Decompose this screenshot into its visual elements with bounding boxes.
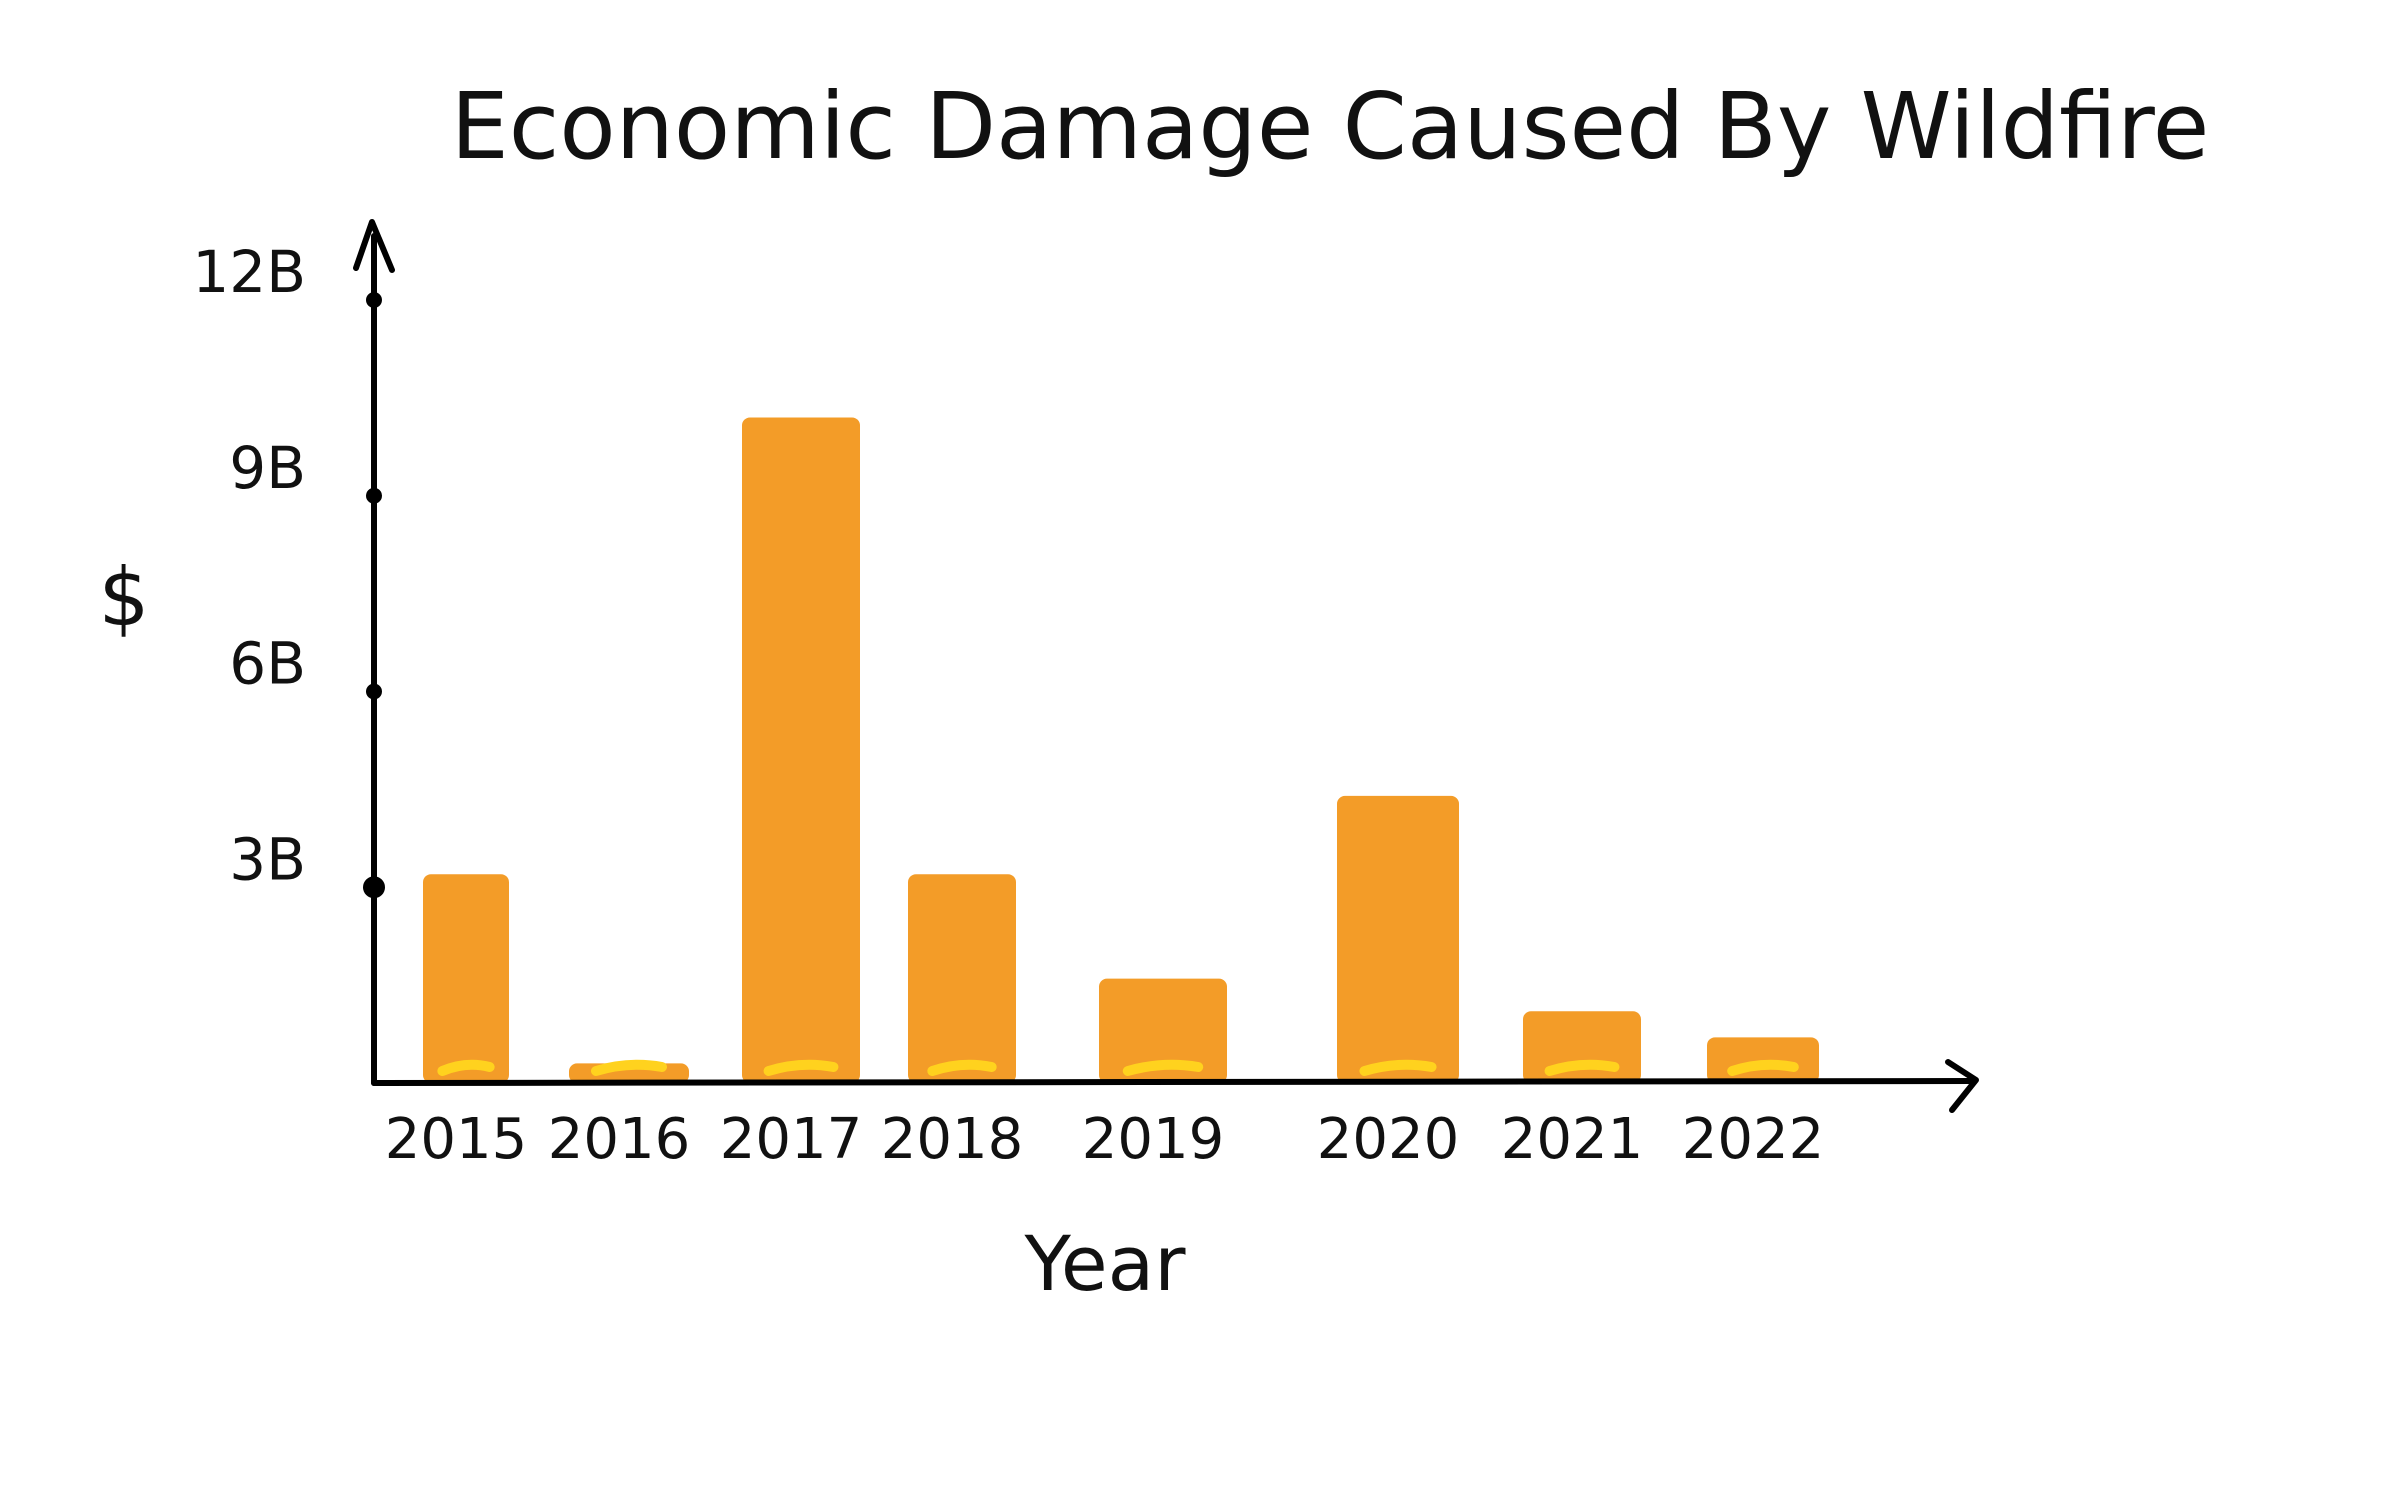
y-tick-label-6B: 6B bbox=[229, 630, 306, 698]
x-tick-label-2016: 2016 bbox=[548, 1107, 691, 1172]
bar-highlight-2019 bbox=[1122, 1059, 1204, 1076]
bar-2015 bbox=[423, 874, 509, 1083]
y-axis-label: $ bbox=[99, 551, 150, 644]
y-tick-dot-3B bbox=[363, 876, 385, 899]
x-axis-arrowhead bbox=[1945, 1059, 1979, 1113]
bar-highlight-2016 bbox=[591, 1059, 667, 1076]
x-tick-label-2022: 2022 bbox=[1682, 1107, 1825, 1172]
y-tick-dot-6B bbox=[366, 683, 382, 700]
bar-highlight-2022 bbox=[1727, 1059, 1799, 1076]
bar-2019 bbox=[1099, 978, 1227, 1083]
bar-highlight-2020 bbox=[1359, 1059, 1437, 1076]
axes-group bbox=[353, 219, 1979, 1113]
y-tick-dot-12B bbox=[366, 292, 382, 308]
x-tick-label-2017: 2017 bbox=[720, 1107, 863, 1172]
bar-2020 bbox=[1337, 795, 1459, 1083]
y-tick-dot-9B bbox=[366, 487, 382, 504]
bar-highlight-2018 bbox=[927, 1059, 997, 1076]
y-tick-label-9B: 9B bbox=[229, 434, 306, 502]
bar-highlight-2015 bbox=[437, 1059, 495, 1076]
y-axis-arrowhead bbox=[353, 219, 395, 273]
bar-highlight-2021 bbox=[1544, 1059, 1620, 1076]
y-ticks-group: 3B 6B 9B 12B bbox=[192, 238, 385, 899]
bars-group bbox=[423, 417, 1819, 1083]
x-tick-label-2019: 2019 bbox=[1082, 1107, 1225, 1172]
bar-highlight-2017 bbox=[763, 1059, 839, 1076]
x-tick-label-2015: 2015 bbox=[385, 1107, 528, 1172]
chart-title: Economic Damage Caused By Wildfire bbox=[451, 73, 2210, 180]
bar-2018 bbox=[908, 874, 1016, 1083]
x-tick-label-2020: 2020 bbox=[1317, 1107, 1460, 1172]
y-tick-label-12B: 12B bbox=[192, 238, 306, 306]
x-tick-labels-group: 2015 2016 2017 2018 2019 2020 2021 2022 bbox=[385, 1107, 1825, 1172]
bar-2017 bbox=[742, 417, 860, 1083]
y-tick-label-3B: 3B bbox=[229, 825, 306, 893]
x-tick-label-2018: 2018 bbox=[881, 1107, 1024, 1172]
x-axis-label: Year bbox=[1024, 1219, 1187, 1308]
x-axis-line bbox=[371, 1078, 1975, 1086]
bar-2021 bbox=[1523, 1011, 1641, 1083]
x-tick-label-2021: 2021 bbox=[1501, 1107, 1644, 1172]
